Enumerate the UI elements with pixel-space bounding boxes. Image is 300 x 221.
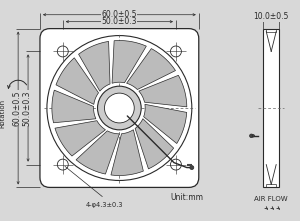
Text: 10.0±0.5: 10.0±0.5 — [254, 12, 289, 21]
Polygon shape — [111, 130, 143, 175]
Circle shape — [57, 46, 68, 57]
Polygon shape — [56, 58, 98, 104]
Bar — [263, 29, 279, 187]
Circle shape — [252, 135, 254, 137]
Circle shape — [104, 93, 134, 123]
Text: AIR FLOW: AIR FLOW — [254, 196, 288, 202]
Polygon shape — [144, 104, 187, 143]
FancyBboxPatch shape — [40, 29, 199, 187]
Circle shape — [57, 159, 68, 170]
Polygon shape — [79, 41, 110, 91]
Polygon shape — [76, 131, 119, 174]
Text: 50.0±0.3: 50.0±0.3 — [102, 17, 137, 26]
Circle shape — [250, 134, 253, 138]
Text: 60.0±0.5: 60.0±0.5 — [102, 10, 137, 19]
Polygon shape — [112, 40, 146, 83]
Circle shape — [170, 159, 182, 170]
Text: 4-φ4.3±0.3: 4-φ4.3±0.3 — [86, 202, 123, 208]
Circle shape — [190, 166, 194, 170]
Polygon shape — [139, 75, 187, 107]
Polygon shape — [135, 119, 174, 169]
Circle shape — [170, 46, 182, 57]
Text: Rotation: Rotation — [0, 98, 5, 128]
Text: 50.0±0.3: 50.0±0.3 — [22, 90, 32, 126]
Text: 60.0±0.5: 60.0±0.5 — [13, 90, 22, 126]
Polygon shape — [127, 49, 176, 90]
Circle shape — [98, 86, 141, 130]
Text: Unit:mm: Unit:mm — [170, 193, 203, 202]
Polygon shape — [55, 121, 105, 156]
Polygon shape — [52, 90, 96, 123]
Circle shape — [47, 36, 192, 181]
